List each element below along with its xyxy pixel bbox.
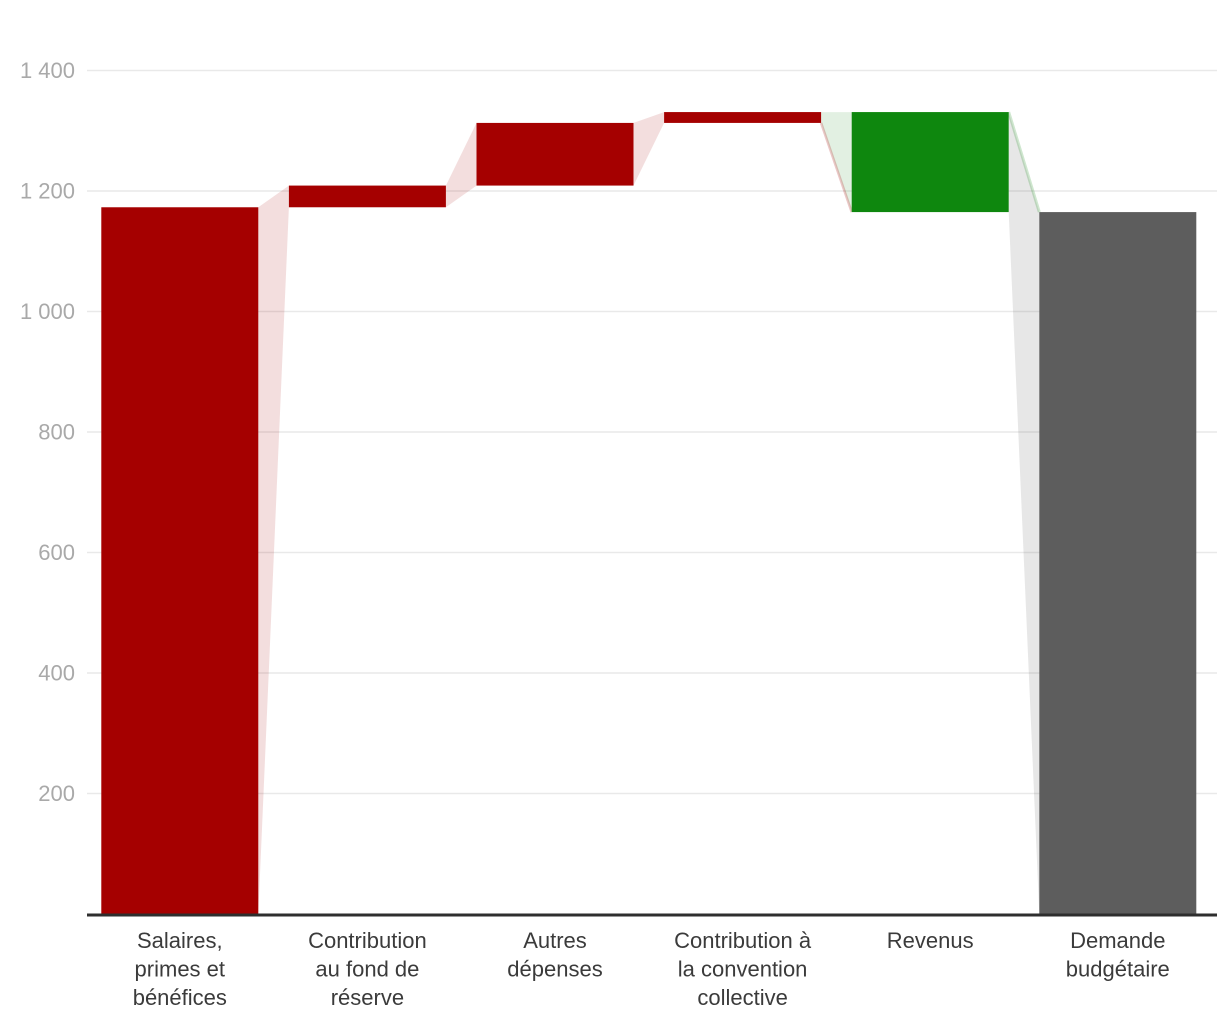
x-category-label-demande-budgetaire: Demande: [1070, 928, 1165, 953]
x-category-label-contribution-a-la-convention-collective: la convention: [678, 957, 808, 982]
x-category-label-autres-depenses: dépenses: [507, 957, 602, 982]
connector-band: [821, 112, 852, 213]
y-tick-label: 1 000: [20, 299, 75, 324]
connector-band: [1008, 112, 1040, 914]
x-category-label-salaires-primes-et-benefices: Salaires,: [137, 928, 223, 953]
x-category-label-demande-budgetaire: budgétaire: [1066, 957, 1170, 982]
bar-salaires-primes-et-benefices[interactable]: [101, 207, 259, 914]
connector-band: [445, 122, 477, 208]
x-category-label-contribution-au-fond-de-reserve: Contribution: [308, 928, 427, 953]
x-category-label-salaires-primes-et-benefices: primes et: [135, 957, 225, 982]
x-category-label-contribution-au-fond-de-reserve: au fond de: [315, 957, 419, 982]
x-category-label-salaires-primes-et-benefices: bénéfices: [133, 985, 227, 1010]
y-tick-label: 1 200: [20, 179, 75, 204]
y-tick-label: 600: [38, 540, 75, 565]
bar-autres-depenses[interactable]: [476, 122, 634, 186]
x-category-label-contribution-au-fond-de-reserve: réserve: [331, 985, 404, 1010]
bar-contribution-au-fond-de-reserve[interactable]: [288, 185, 446, 208]
y-tick-label: 400: [38, 661, 75, 686]
connector-band: [258, 185, 289, 914]
x-category-label-contribution-a-la-convention-collective: Contribution à: [674, 928, 812, 953]
x-category-label-autres-depenses: Autres: [523, 928, 587, 953]
connector-edge: [1007, 111, 1041, 213]
x-category-label-revenus: Revenus: [887, 928, 974, 953]
bar-revenus[interactable]: [851, 112, 1009, 213]
x-category-label-contribution-a-la-convention-collective: collective: [697, 985, 787, 1010]
x-axis-line: [87, 913, 1217, 917]
y-tick-label: 800: [38, 420, 75, 445]
y-tick-label: 200: [38, 781, 75, 806]
bar-contribution-a-la-convention-collective[interactable]: [664, 112, 822, 123]
connector-band: [633, 112, 665, 186]
y-tick-label: 1 400: [20, 58, 75, 83]
connector-edge: [819, 122, 853, 213]
bar-demande-budgetaire[interactable]: [1039, 212, 1197, 914]
